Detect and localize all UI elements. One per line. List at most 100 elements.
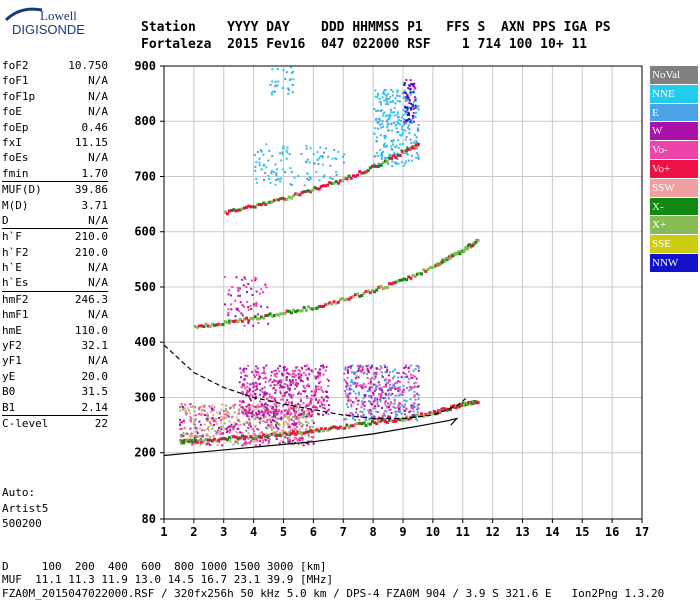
echo-point bbox=[183, 407, 186, 410]
param-key: yF2 bbox=[2, 339, 22, 353]
trace-point bbox=[471, 244, 475, 248]
echo-point bbox=[307, 434, 310, 437]
echo-point bbox=[355, 383, 358, 386]
trace-point bbox=[302, 431, 306, 435]
echo-point bbox=[397, 116, 400, 119]
echo-point bbox=[252, 413, 255, 416]
echo-point bbox=[262, 441, 265, 444]
echo-point bbox=[385, 144, 388, 147]
echo-point bbox=[264, 439, 267, 442]
echo-point bbox=[221, 432, 224, 435]
y-tick-label: 700 bbox=[134, 169, 156, 183]
echo-point bbox=[391, 165, 394, 168]
echo-point bbox=[245, 429, 248, 432]
echo-point bbox=[292, 70, 295, 73]
echo-point bbox=[182, 434, 185, 437]
echo-point bbox=[265, 286, 268, 289]
echo-point bbox=[308, 373, 311, 376]
echo-point bbox=[417, 156, 420, 159]
trace-point bbox=[260, 203, 264, 207]
trace-point bbox=[349, 424, 353, 428]
echo-point bbox=[247, 426, 250, 429]
echo-point bbox=[310, 414, 313, 417]
echo-point bbox=[360, 385, 363, 388]
echo-point bbox=[407, 159, 410, 162]
echo-point bbox=[403, 118, 406, 121]
echo-point bbox=[402, 131, 405, 134]
echo-point bbox=[402, 113, 405, 116]
echo-point bbox=[376, 400, 379, 403]
echo-point bbox=[316, 406, 319, 409]
echo-point bbox=[180, 434, 183, 437]
echo-point bbox=[296, 433, 299, 436]
echo-point bbox=[236, 419, 239, 422]
echo-point bbox=[331, 177, 334, 180]
echo-point bbox=[254, 165, 257, 168]
echo-point bbox=[270, 425, 273, 428]
echo-point bbox=[377, 404, 380, 407]
echo-point bbox=[374, 155, 377, 158]
echo-point bbox=[394, 97, 397, 100]
param-key: C-level bbox=[2, 416, 49, 430]
echo-point bbox=[375, 367, 378, 370]
echo-point bbox=[290, 184, 293, 187]
echo-point bbox=[193, 436, 196, 439]
trace-point bbox=[234, 209, 238, 213]
echo-point bbox=[257, 313, 260, 316]
echo-point bbox=[293, 424, 296, 427]
echo-point bbox=[282, 394, 285, 397]
echo-point bbox=[395, 127, 398, 130]
echo-point bbox=[270, 374, 273, 377]
trace-point bbox=[272, 432, 276, 436]
echo-point bbox=[406, 153, 409, 156]
echo-point bbox=[312, 409, 315, 412]
echo-point bbox=[380, 103, 383, 106]
echo-point bbox=[284, 391, 287, 394]
echo-point bbox=[292, 419, 295, 422]
echo-point bbox=[265, 421, 268, 424]
echo-point bbox=[223, 413, 226, 416]
echo-point bbox=[198, 420, 201, 423]
echo-point bbox=[309, 397, 312, 400]
echo-point bbox=[376, 385, 379, 388]
y-tick-label: 800 bbox=[134, 114, 156, 128]
echo-point bbox=[268, 380, 271, 383]
echo-point bbox=[192, 422, 195, 425]
echo-point bbox=[228, 289, 231, 292]
trace-point bbox=[249, 435, 253, 439]
echo-point bbox=[241, 406, 244, 409]
echo-point bbox=[248, 441, 251, 444]
echo-point bbox=[263, 369, 266, 372]
echo-point bbox=[242, 369, 245, 372]
echo-point bbox=[276, 430, 279, 433]
echo-point bbox=[291, 91, 294, 94]
echo-point bbox=[268, 419, 271, 422]
param-value: N/A bbox=[88, 213, 108, 227]
echo-point bbox=[253, 153, 256, 156]
echo-point bbox=[269, 378, 272, 381]
echo-point bbox=[397, 371, 400, 374]
echo-point bbox=[400, 161, 403, 164]
echo-point bbox=[293, 436, 296, 439]
trace-point bbox=[420, 412, 424, 416]
echo-point bbox=[269, 410, 272, 413]
echo-point bbox=[354, 392, 357, 395]
echo-point bbox=[346, 371, 349, 374]
echo-point bbox=[335, 170, 338, 173]
echo-point bbox=[219, 433, 222, 436]
echo-point bbox=[241, 391, 244, 394]
echo-point bbox=[272, 90, 275, 93]
trace-point bbox=[403, 277, 406, 281]
echo-point bbox=[237, 442, 240, 445]
echo-point bbox=[412, 85, 415, 88]
echo-point bbox=[389, 408, 392, 411]
echo-point bbox=[246, 413, 249, 416]
logo-text-bottom: DIGISONDE bbox=[12, 22, 85, 37]
trace-point bbox=[204, 322, 208, 326]
echo-point bbox=[241, 278, 244, 281]
echo-point bbox=[415, 97, 418, 100]
echo-point bbox=[288, 418, 291, 421]
echo-point bbox=[294, 416, 297, 419]
echo-point bbox=[189, 427, 192, 430]
echo-point bbox=[262, 377, 265, 380]
